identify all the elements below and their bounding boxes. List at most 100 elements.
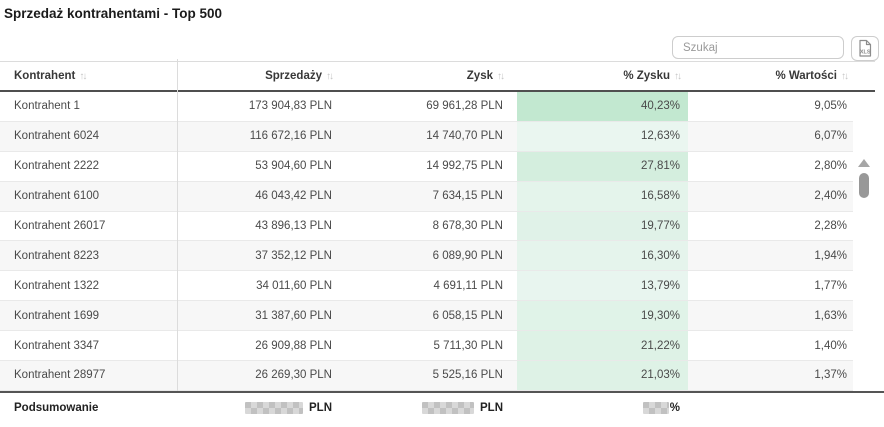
table-row[interactable]: Kontrahent 8223 37 352,12 PLN 6 089,90 P…	[0, 241, 853, 272]
summary-row: Podsumowanie PLN PLN %	[0, 390, 884, 424]
table-scrollbar[interactable]	[856, 157, 872, 427]
cell-wartosc-pct: 1,77%	[814, 279, 847, 292]
cell-sprzedazy: 46 043,42 PLN	[255, 190, 332, 203]
column-header-sprzedazy[interactable]: Sprzedaży ↑↓	[177, 62, 340, 90]
cell-zysk-pct: 19,77%	[517, 211, 688, 241]
column-header-zysk[interactable]: Zysk ↑↓	[340, 62, 517, 90]
cell-sprzedazy: 26 909,88 PLN	[255, 339, 332, 352]
table-header-row: Kontrahent ↑↓ Sprzedaży ↑↓ Zysk ↑↓ % Zys…	[0, 61, 875, 92]
redacted-sales-value	[245, 402, 303, 415]
cell-zysk-pct: 21,22%	[517, 331, 688, 361]
cell-wartosc-pct: 2,28%	[814, 220, 847, 232]
table-row[interactable]: Kontrahent 3347 26 909,88 PLN 5 711,30 P…	[0, 331, 853, 362]
cell-kontrahent: Kontrahent 6024	[14, 130, 100, 143]
summary-profit-pct-unit: %	[669, 402, 680, 415]
cell-zysk: 7 634,15 PLN	[432, 190, 503, 203]
cell-sprzedazy: 26 269,30 PLN	[255, 369, 332, 382]
contractors-table: Kontrahent ↑↓ Sprzedaży ↑↓ Zysk ↑↓ % Zys…	[0, 59, 884, 427]
cell-kontrahent: Kontrahent 1322	[14, 279, 100, 292]
column-header-label: % Zysku	[623, 70, 670, 82]
cell-wartosc-pct: 1,63%	[814, 309, 847, 322]
cell-zysk-pct: 19,30%	[517, 301, 688, 331]
summary-profit-unit: PLN	[480, 402, 503, 415]
cell-zysk: 14 992,75 PLN	[426, 160, 503, 173]
cell-zysk-pct: 12,63%	[517, 121, 688, 151]
sort-icon[interactable]: ↑↓	[841, 70, 849, 82]
summary-label: Podsumowanie	[14, 402, 99, 415]
cell-kontrahent: Kontrahent 1699	[14, 309, 100, 322]
sort-icon[interactable]: ↑↓	[674, 70, 682, 82]
xls-file-icon: XLS	[859, 39, 872, 57]
cell-wartosc-pct: 9,05%	[814, 100, 847, 113]
table-row[interactable]: Kontrahent 2222 53 904,60 PLN 14 992,75 …	[0, 151, 853, 182]
column-header-wartosc_pct[interactable]: % Wartości ↑↓	[688, 62, 853, 90]
cell-sprzedazy: 116 672,16 PLN	[249, 130, 332, 143]
page-title: Sprzedaż kontrahentami - Top 500	[4, 6, 223, 21]
sort-icon[interactable]: ↑↓	[497, 70, 505, 82]
column-header-kontrahent[interactable]: Kontrahent ↑↓	[0, 62, 177, 90]
cell-kontrahent: Kontrahent 8223	[14, 249, 100, 262]
sort-icon[interactable]: ↑↓	[79, 70, 87, 82]
cell-kontrahent: Kontrahent 2222	[14, 160, 100, 173]
table-row[interactable]: Kontrahent 1699 31 387,60 PLN 6 058,15 P…	[0, 301, 853, 332]
table-row[interactable]: Kontrahent 26017 43 896,13 PLN 8 678,30 …	[0, 211, 853, 242]
cell-wartosc-pct: 1,94%	[814, 249, 847, 262]
cell-zysk: 5 525,16 PLN	[432, 369, 503, 382]
column-header-zysk_pct[interactable]: % Zysku ↑↓	[517, 62, 688, 90]
cell-sprzedazy: 53 904,60 PLN	[255, 160, 332, 173]
cell-zysk: 4 691,11 PLN	[433, 279, 503, 292]
scroll-up-icon[interactable]	[858, 159, 870, 167]
cell-wartosc-pct: 1,40%	[814, 339, 847, 352]
table-row[interactable]: Kontrahent 1322 34 011,60 PLN 4 691,11 P…	[0, 271, 853, 302]
column-divider	[177, 59, 178, 391]
redacted-profit-value	[422, 402, 474, 415]
cell-wartosc-pct: 2,40%	[814, 190, 847, 203]
summary-sales: PLN	[177, 393, 340, 424]
cell-sprzedazy: 34 011,60 PLN	[256, 279, 332, 292]
cell-kontrahent: Kontrahent 28977	[14, 369, 106, 382]
summary-value-pct	[688, 393, 853, 424]
cell-wartosc-pct: 6,07%	[814, 130, 847, 143]
column-header-label: Zysk	[466, 70, 493, 82]
cell-sprzedazy: 37 352,12 PLN	[255, 249, 332, 262]
cell-kontrahent: Kontrahent 6100	[14, 190, 100, 203]
scrollbar-thumb[interactable]	[859, 173, 869, 198]
table-row[interactable]: Kontrahent 1 173 904,83 PLN 69 961,28 PL…	[0, 92, 853, 122]
summary-profit: PLN	[340, 393, 517, 424]
cell-sprzedazy: 43 896,13 PLN	[255, 220, 332, 232]
summary-sales-unit: PLN	[309, 402, 332, 415]
column-header-label: % Wartości	[775, 70, 837, 82]
column-header-label: Kontrahent	[14, 70, 76, 82]
cell-zysk-pct: 13,79%	[517, 271, 688, 301]
table-body: Kontrahent 1 173 904,83 PLN 69 961,28 PL…	[0, 92, 884, 391]
cell-sprzedazy: 31 387,60 PLN	[255, 309, 332, 322]
cell-zysk-pct: 16,58%	[517, 181, 688, 211]
cell-kontrahent: Kontrahent 1	[14, 100, 80, 113]
cell-zysk: 69 961,28 PLN	[426, 100, 503, 113]
search-input[interactable]	[672, 36, 844, 59]
cell-zysk-pct: 27,81%	[517, 151, 688, 181]
cell-zysk-pct: 16,30%	[517, 241, 688, 271]
cell-zysk: 14 740,70 PLN	[426, 130, 503, 143]
cell-zysk: 6 089,90 PLN	[432, 249, 503, 262]
cell-zysk: 5 711,30 PLN	[433, 339, 503, 352]
table-row[interactable]: Kontrahent 6100 46 043,42 PLN 7 634,15 P…	[0, 181, 853, 212]
sort-icon[interactable]: ↑↓	[326, 70, 334, 82]
redacted-profit-pct-value	[642, 402, 669, 415]
cell-zysk: 8 678,30 PLN	[432, 220, 503, 232]
cell-kontrahent: Kontrahent 3347	[14, 339, 100, 352]
cell-kontrahent: Kontrahent 26017	[14, 220, 106, 232]
table-row[interactable]: Kontrahent 28977 26 269,30 PLN 5 525,16 …	[0, 361, 853, 391]
cell-zysk: 6 058,15 PLN	[432, 309, 503, 322]
export-xls-button[interactable]: XLS	[851, 36, 879, 61]
cell-wartosc-pct: 2,80%	[814, 160, 847, 173]
cell-zysk-pct: 40,23%	[517, 92, 688, 121]
cell-wartosc-pct: 1,37%	[814, 369, 847, 382]
summary-profit-pct: %	[517, 393, 688, 424]
column-header-label: Sprzedaży	[265, 70, 322, 82]
table-row[interactable]: Kontrahent 6024 116 672,16 PLN 14 740,70…	[0, 121, 853, 152]
cell-zysk-pct: 21,03%	[517, 361, 688, 390]
cell-sprzedazy: 173 904,83 PLN	[248, 100, 332, 113]
xls-icon-label: XLS	[860, 50, 871, 56]
